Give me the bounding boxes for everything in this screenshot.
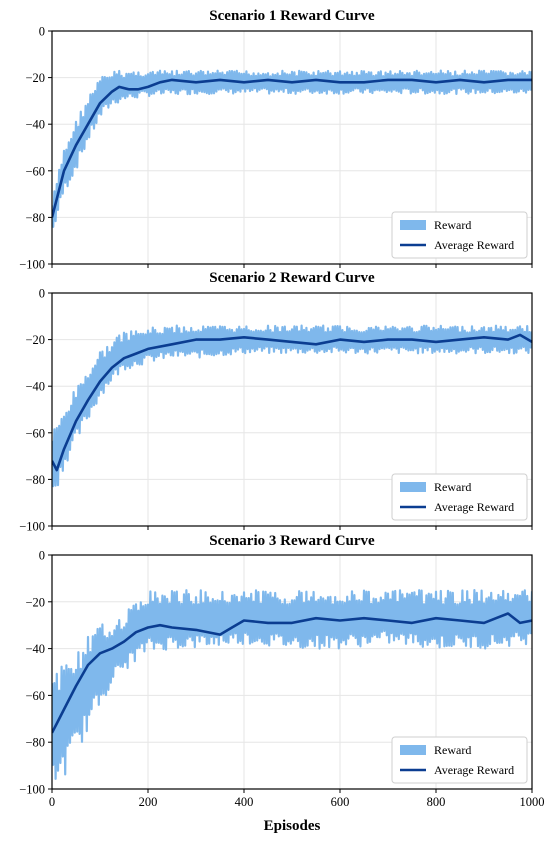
legend-label-average: Average Reward (434, 763, 514, 777)
y-tick-label: −60 (25, 426, 45, 440)
y-tick-label: −100 (19, 258, 45, 272)
y-tick-label: −40 (25, 380, 45, 394)
x-tick-label: 1000 (520, 795, 545, 809)
x-tick-label: 200 (139, 795, 158, 809)
x-tick-label: 0 (49, 795, 55, 809)
y-tick-label: 0 (39, 287, 45, 301)
x-tick-label: 800 (427, 795, 446, 809)
x-axis-label: Episodes (264, 818, 321, 834)
axes-frame (51, 30, 533, 265)
y-tick-label: 0 (39, 549, 45, 563)
legend-swatch-reward (400, 220, 426, 230)
legend: Reward Average Reward (391, 211, 528, 259)
chart-panel-3: 0 −20 −40 −60 −80 −100 0 200 400 600 800 1000 Scenar… (19, 533, 544, 834)
y-tick-label: −80 (25, 211, 45, 225)
legend-swatch-reward (400, 745, 426, 755)
series-average-reward (52, 612, 532, 734)
chart-panel-1: 0 −20 −40 −60 −80 −100 Scenario 1 Reward Curve… (19, 8, 533, 272)
y-tick-label: −60 (25, 164, 45, 178)
legend-label-reward: Reward (434, 743, 471, 757)
y-tick-label: −40 (25, 118, 45, 132)
axes-frame (51, 554, 533, 790)
x-tick-label: 400 (235, 795, 254, 809)
legend-label-average: Average Reward (434, 238, 514, 252)
y-tick-label: −60 (25, 689, 45, 703)
legend: Reward Average Reward (391, 473, 528, 521)
series-reward (52, 69, 532, 228)
y-tick-label: 0 (39, 25, 45, 39)
y-tick-label: −80 (25, 473, 45, 487)
legend-label-average: Average Reward (434, 500, 514, 514)
y-tick-label: −20 (25, 71, 45, 85)
x-tick-label: 600 (331, 795, 350, 809)
axes-frame (51, 292, 533, 527)
legend: Reward Average Reward (391, 736, 528, 784)
legend-swatch-reward (400, 482, 426, 492)
y-tick-label: −100 (19, 783, 45, 797)
chart-title: Scenario 2 Reward Curve (209, 270, 375, 286)
chart-panel-2: 0 −20 −40 −60 −80 −100 Scenario 2 Reward Curve… (19, 270, 533, 534)
y-tick-label: −20 (25, 595, 45, 609)
series-average-reward (52, 333, 532, 472)
series-reward (52, 324, 532, 488)
chart-title: Scenario 1 Reward Curve (209, 8, 375, 24)
legend-label-reward: Reward (434, 218, 471, 232)
series-average-reward (52, 78, 532, 218)
y-tick-label: −80 (25, 736, 45, 750)
y-tick-label: −40 (25, 642, 45, 656)
y-tick-label: −100 (19, 520, 45, 534)
chart-title: Scenario 3 Reward Curve (209, 533, 375, 549)
series-reward (52, 588, 532, 780)
y-tick-label: −20 (25, 333, 45, 347)
legend-label-reward: Reward (434, 480, 471, 494)
